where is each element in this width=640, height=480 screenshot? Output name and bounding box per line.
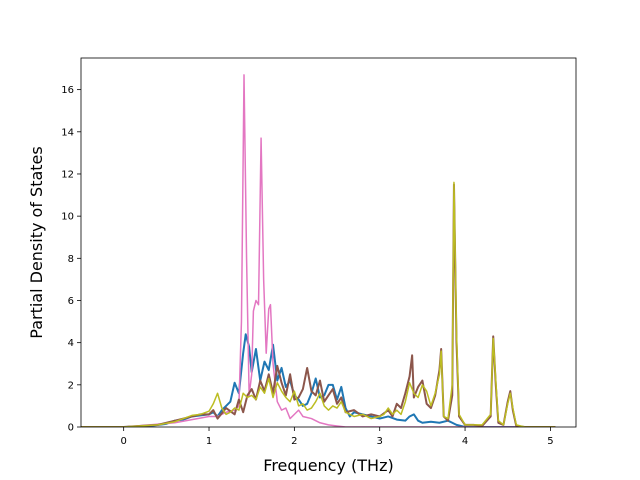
y-tick-label: 4 <box>68 338 74 349</box>
y-tick-label: 14 <box>61 127 74 138</box>
y-tick-label: 8 <box>68 254 74 265</box>
x-tick-label: 5 <box>547 436 553 447</box>
plot-area <box>81 58 576 427</box>
x-axis-ticks: 0 1 2 3 4 5 <box>120 427 554 447</box>
x-tick-label: 2 <box>291 436 297 447</box>
x-tick-label: 1 <box>206 436 212 447</box>
series-layer <box>81 74 556 427</box>
y-tick-label: 2 <box>68 380 74 391</box>
x-tick-label: 3 <box>377 436 383 447</box>
y-axis-ticks: 0 2 4 6 8 10 12 14 16 <box>61 85 81 434</box>
x-tick-label: 0 <box>120 436 126 447</box>
y-tick-label: 6 <box>68 296 74 307</box>
y-tick-label: 12 <box>61 169 74 180</box>
y-tick-label: 10 <box>61 212 74 223</box>
series-line-4 <box>81 181 556 427</box>
x-axis-label: Frequency (THz) <box>263 456 393 475</box>
y-tick-label: 16 <box>61 85 74 96</box>
x-tick-label: 4 <box>462 436 468 447</box>
y-tick-label: 0 <box>68 423 74 434</box>
axes-frame <box>80 57 577 428</box>
y-axis-label: Partial Density of States <box>27 146 46 338</box>
plot-background <box>81 58 576 427</box>
